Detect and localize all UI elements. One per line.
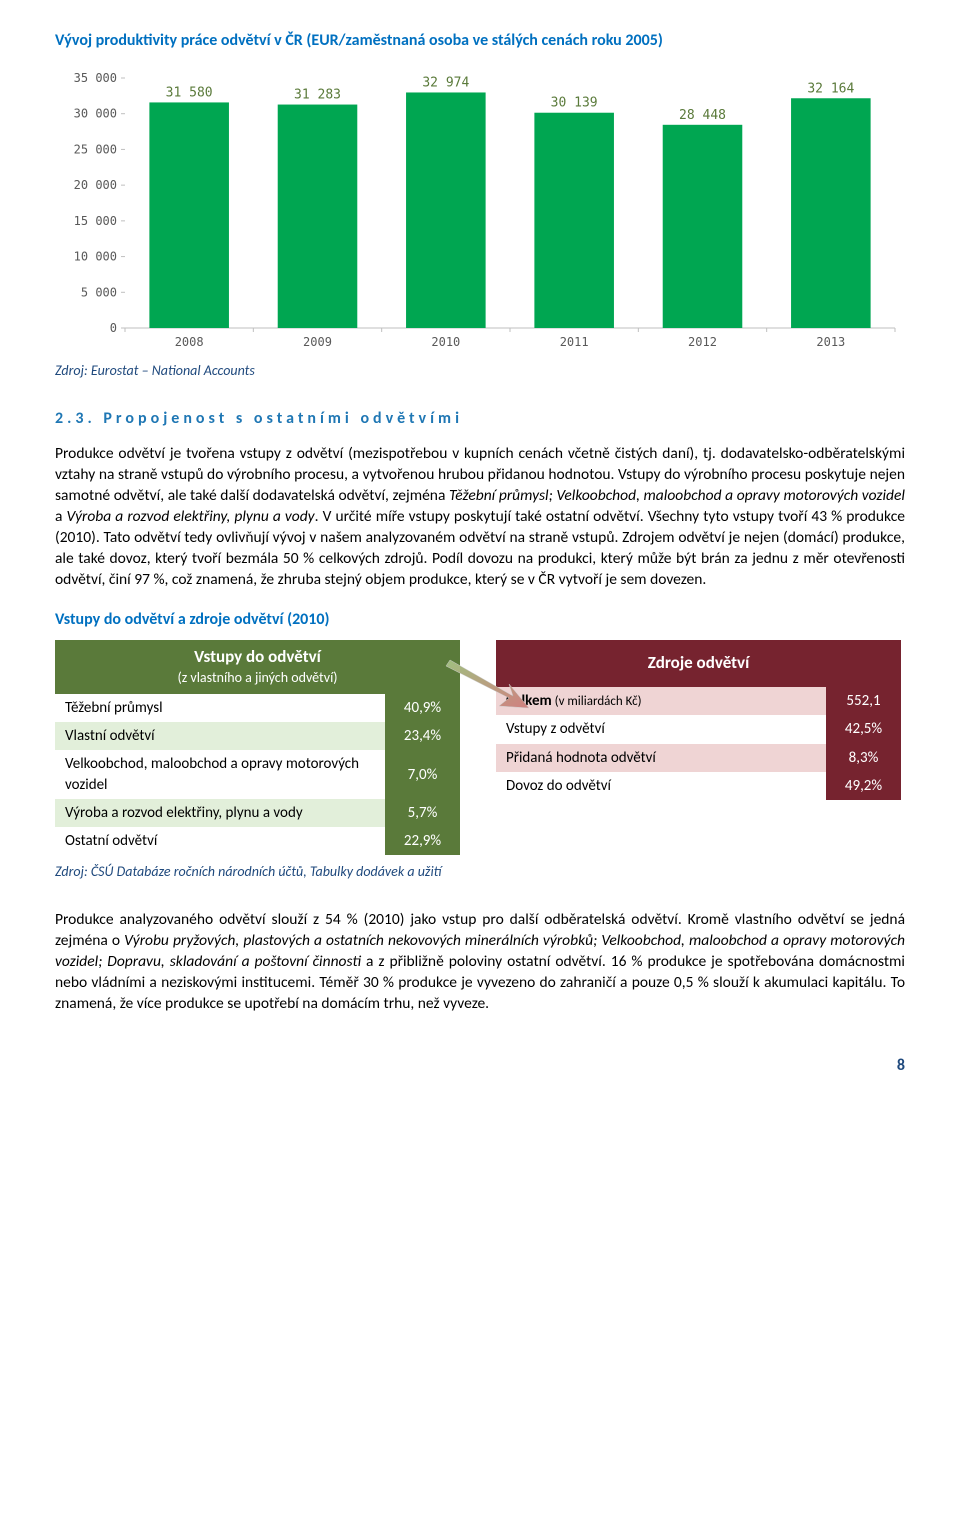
svg-text:31 283: 31 283 [294,87,341,102]
table-row: Velkoobchod, maloobchod a opravy motorov… [55,750,460,799]
svg-text:25 000: 25 000 [74,142,117,156]
svg-text:10 000: 10 000 [74,249,117,263]
row-value: 8,3% [826,744,901,772]
table-row: Vlastní odvětví23,4% [55,722,460,750]
table-row: Těžební průmysl40,9% [55,694,460,722]
inputs-table: Vstupy do odvětví (z vlastního a jiných … [55,640,460,855]
row-value: 22,9% [385,827,460,855]
sources-table-header: Zdroje odvětví [496,640,901,687]
svg-text:2008: 2008 [175,335,204,349]
section-heading: 2.3. Propojenost s ostatními odvětvími [55,408,905,430]
svg-text:0: 0 [110,321,117,335]
paragraph-1: Produkce odvětví je tvořena vstupy z odv… [55,444,905,590]
table-row: Přidaná hodnota odvětví8,3% [496,744,901,772]
table-row: Celkem (v miliardách Kč)552,1 [496,687,901,715]
sources-table: Zdroje odvětví Celkem (v miliardách Kč)5… [496,640,901,800]
svg-text:30 139: 30 139 [551,95,598,110]
svg-text:35 000: 35 000 [74,71,117,85]
chart-source: Zdroj: Eurostat – National Accounts [55,362,905,381]
table-row: Dovoz do odvětví49,2% [496,772,901,800]
svg-text:15 000: 15 000 [74,213,117,227]
svg-text:2012: 2012 [688,335,717,349]
productivity-chart: 0 5 000 10 000 15 000 20 000 25 000 30 000 35 0… [55,64,905,354]
row-value: 42,5% [826,715,901,743]
tables-row: Vstupy do odvětví (z vlastního a jiných … [55,640,905,855]
row-label: Vstupy z odvětví [496,715,826,743]
row-value: 23,4% [385,722,460,750]
svg-text:5 000: 5 000 [81,285,117,299]
row-label: Těžební průmysl [55,694,385,722]
row-label: Ostatní odvětví [55,827,385,855]
inputs-table-header: Vstupy do odvětví (z vlastního a jiných … [55,640,460,694]
svg-text:2010: 2010 [431,335,460,349]
svg-text:31 580: 31 580 [166,85,213,100]
svg-text:2013: 2013 [816,335,845,349]
table-row: Ostatní odvětví22,9% [55,827,460,855]
row-value: 552,1 [826,687,901,715]
bar-chart-svg: 0 5 000 10 000 15 000 20 000 25 000 30 000 35 0… [55,64,905,354]
chart-title: Vývoj produktivity práce odvětví v ČR (E… [55,30,905,52]
row-label: Vlastní odvětví [55,722,385,750]
row-label: Celkem (v miliardách Kč) [496,687,826,715]
section-title-text: Propojenost s ostatními odvětvími [103,409,463,428]
svg-text:32 164: 32 164 [807,81,854,96]
row-label: Velkoobchod, maloobchod a opravy motorov… [55,750,385,799]
svg-text:2011: 2011 [560,335,589,349]
inputs-header-sub: (z vlastního a jiných odvětví) [63,669,452,688]
row-value: 49,2% [826,772,901,800]
paragraph-2: Produkce analyzovaného odvětví slouží z … [55,910,905,1015]
row-label: Dovoz do odvětví [496,772,826,800]
tables-title: Vstupy do odvětví a zdroje odvětví (2010… [55,609,905,631]
svg-text:30 000: 30 000 [74,106,117,120]
row-value: 7,0% [385,750,460,799]
inputs-header-main: Vstupy do odvětví [194,646,321,667]
table-row: Vstupy z odvětví42,5% [496,715,901,743]
svg-text:28 448: 28 448 [679,107,726,122]
page-number: 8 [55,1055,905,1077]
svg-text:2009: 2009 [303,335,332,349]
row-label: Přidaná hodnota odvětví [496,744,826,772]
table-row: Výroba a rozvod elektřiny, plynu a vody5… [55,799,460,827]
row-label: Výroba a rozvod elektřiny, plynu a vody [55,799,385,827]
tables-source: Zdroj: ČSÚ Databáze ročních národních úč… [55,863,905,882]
svg-text:20 000: 20 000 [74,178,117,192]
row-value: 40,9% [385,694,460,722]
row-value: 5,7% [385,799,460,827]
svg-text:32 974: 32 974 [422,75,469,90]
section-number: 2.3. [55,409,96,428]
